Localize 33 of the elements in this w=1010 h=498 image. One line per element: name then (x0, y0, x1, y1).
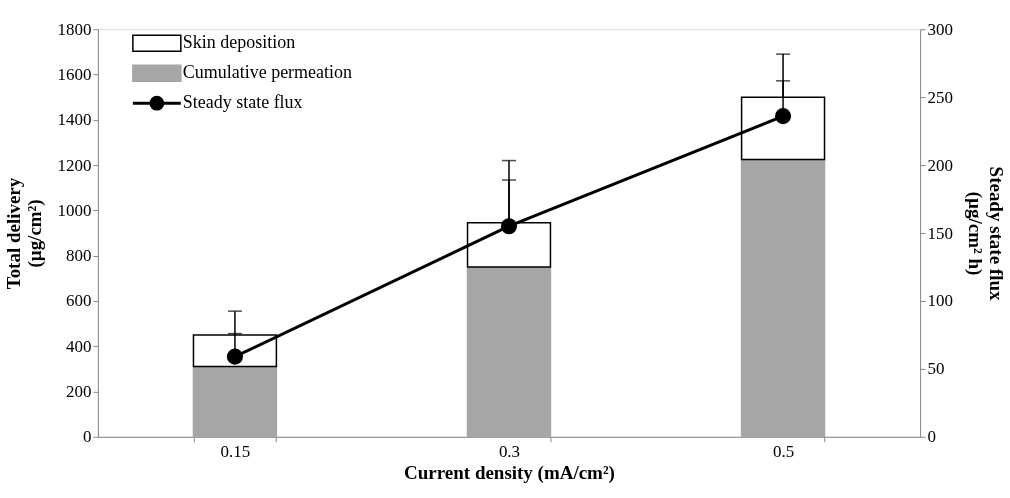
y-tick-label: 1400 (57, 110, 92, 130)
legend-label: Skin deposition (182, 32, 296, 53)
point (226, 348, 243, 365)
bar (192, 365, 278, 438)
bar (466, 266, 552, 438)
y-tick-label: 1600 (57, 65, 92, 84)
y2-tick-label: 300 (927, 19, 954, 39)
x-tick-label: 0.5 (772, 442, 795, 462)
y2-tick-label: 50 (927, 359, 945, 379)
point (500, 218, 518, 235)
bar (740, 158, 826, 438)
y2-tick-label: 200 (927, 155, 954, 175)
y-tick-label: 400 (65, 336, 92, 356)
x-tick-label: 0.15 (220, 442, 251, 462)
y-tick-label: 200 (65, 382, 92, 402)
y2-axis-title: Steady state flux (µg/cm² h) (964, 166, 1008, 301)
legend-label: Steady state flux (182, 92, 303, 113)
y-tick-label: 600 (65, 291, 92, 311)
y-tick-label: 800 (65, 246, 92, 266)
point (775, 108, 792, 125)
y-tick-label: 1200 (57, 155, 92, 175)
y2-tick-label: 250 (927, 87, 954, 107)
x-tick-label: 0.3 (498, 442, 521, 462)
y-tick-label: 1000 (57, 200, 92, 220)
y2-tick-label: 150 (927, 223, 954, 243)
bar (466, 222, 552, 268)
y-tick-label: 0 (82, 427, 92, 447)
y-tick-label: 1800 (57, 19, 92, 39)
legend-label: Cumulative permeation (182, 62, 352, 83)
x-axis-title: Current density (mA/cm²) (404, 462, 615, 485)
y-axis-title: Total delivery (µg/cm²) (3, 177, 47, 290)
y2-tick-label: 100 (927, 291, 954, 311)
y2-tick-label: 0 (927, 427, 937, 447)
